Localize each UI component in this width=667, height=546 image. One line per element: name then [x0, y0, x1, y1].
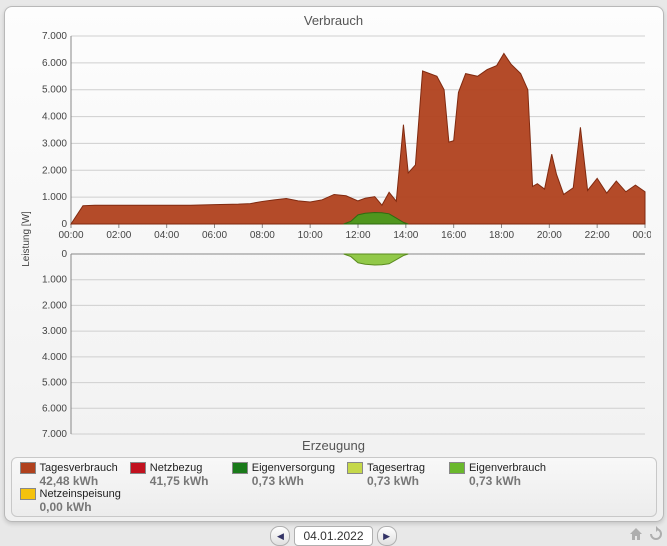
legend-swatch: [232, 462, 248, 474]
chart-title-top: Verbrauch: [11, 13, 657, 28]
legend-swatch: [20, 488, 36, 500]
legend-item: Tagesverbrauch42,48 kWh: [14, 462, 124, 488]
legend-value: 0,73 kWh: [469, 474, 521, 488]
chart-title-bottom: Erzeugung: [11, 438, 657, 453]
svg-text:00:00: 00:00: [632, 230, 651, 241]
chart-panel: Verbrauch 0 1.000 2.000 3.000 4.000 5.000 6.00…: [4, 6, 664, 522]
legend-value: 0,00 kWh: [40, 500, 92, 514]
svg-text:5.000: 5.000: [41, 378, 66, 389]
legend-swatch: [347, 462, 363, 474]
svg-text:5.000: 5.000: [41, 85, 66, 96]
home-icon[interactable]: [628, 526, 644, 542]
footer-icons: [628, 526, 664, 542]
legend-label: Eigenversorgung: [252, 462, 335, 474]
legend-label: Tagesertrag: [367, 462, 425, 474]
legend-value: 0,73 kWh: [252, 474, 304, 488]
legend-swatch: [449, 462, 465, 474]
svg-text:16:00: 16:00: [441, 230, 466, 241]
svg-text:10:00: 10:00: [297, 230, 322, 241]
svg-text:7.000: 7.000: [41, 31, 66, 42]
legend: Tagesverbrauch42,48 kWhNetzbezug41,75 kW…: [11, 457, 657, 517]
svg-text:02:00: 02:00: [106, 230, 131, 241]
legend-label: Netzeinspeisung: [40, 488, 121, 500]
legend-swatch: [20, 462, 36, 474]
refresh-icon[interactable]: [648, 526, 664, 542]
date-display[interactable]: 04.01.2022: [294, 526, 372, 546]
svg-text:4.000: 4.000: [41, 112, 66, 123]
legend-value: 41,75 kWh: [150, 474, 209, 488]
legend-label: Tagesverbrauch: [40, 462, 118, 474]
svg-text:3.000: 3.000: [41, 326, 66, 337]
svg-text:6.000: 6.000: [41, 403, 66, 414]
chart-area: 0 1.000 2.000 3.000 4.000 5.000 6.000 7.000 00:0…: [17, 30, 651, 438]
svg-text:4.000: 4.000: [41, 352, 66, 363]
prev-day-button[interactable]: ◀: [270, 526, 290, 546]
legend-label: Netzbezug: [150, 462, 203, 474]
svg-text:2.000: 2.000: [41, 300, 66, 311]
svg-text:Leistung [W]: Leistung [W]: [21, 211, 32, 267]
legend-value: 0,73 kWh: [367, 474, 419, 488]
next-day-button[interactable]: ▶: [377, 526, 397, 546]
svg-text:06:00: 06:00: [201, 230, 226, 241]
legend-item: Eigenverbrauch0,73 kWh: [443, 462, 552, 488]
svg-text:3.000: 3.000: [41, 138, 66, 149]
svg-text:1.000: 1.000: [41, 275, 66, 286]
svg-text:0: 0: [61, 249, 67, 260]
date-navigator: ◀ 04.01.2022 ▶: [4, 526, 664, 546]
legend-swatch: [130, 462, 146, 474]
svg-text:22:00: 22:00: [584, 230, 609, 241]
legend-label: Eigenverbrauch: [469, 462, 546, 474]
svg-text:7.000: 7.000: [41, 429, 66, 438]
svg-text:12:00: 12:00: [345, 230, 370, 241]
svg-text:1.000: 1.000: [41, 192, 66, 203]
svg-text:0: 0: [61, 219, 67, 230]
svg-text:6.000: 6.000: [41, 58, 66, 69]
svg-text:20:00: 20:00: [536, 230, 561, 241]
legend-item: Eigenversorgung0,73 kWh: [226, 462, 341, 488]
svg-text:2.000: 2.000: [41, 165, 66, 176]
legend-item: Netzeinspeisung0,00 kWh: [14, 488, 127, 514]
svg-text:00:00: 00:00: [58, 230, 83, 241]
dual-chart-svg: 0 1.000 2.000 3.000 4.000 5.000 6.000 7.000 00:0…: [17, 30, 651, 438]
svg-text:08:00: 08:00: [249, 230, 274, 241]
svg-text:18:00: 18:00: [488, 230, 513, 241]
legend-item: Netzbezug41,75 kWh: [124, 462, 226, 488]
legend-value: 42,48 kWh: [40, 474, 99, 488]
svg-text:04:00: 04:00: [154, 230, 179, 241]
legend-item: Tagesertrag0,73 kWh: [341, 462, 443, 488]
svg-text:14:00: 14:00: [393, 230, 418, 241]
